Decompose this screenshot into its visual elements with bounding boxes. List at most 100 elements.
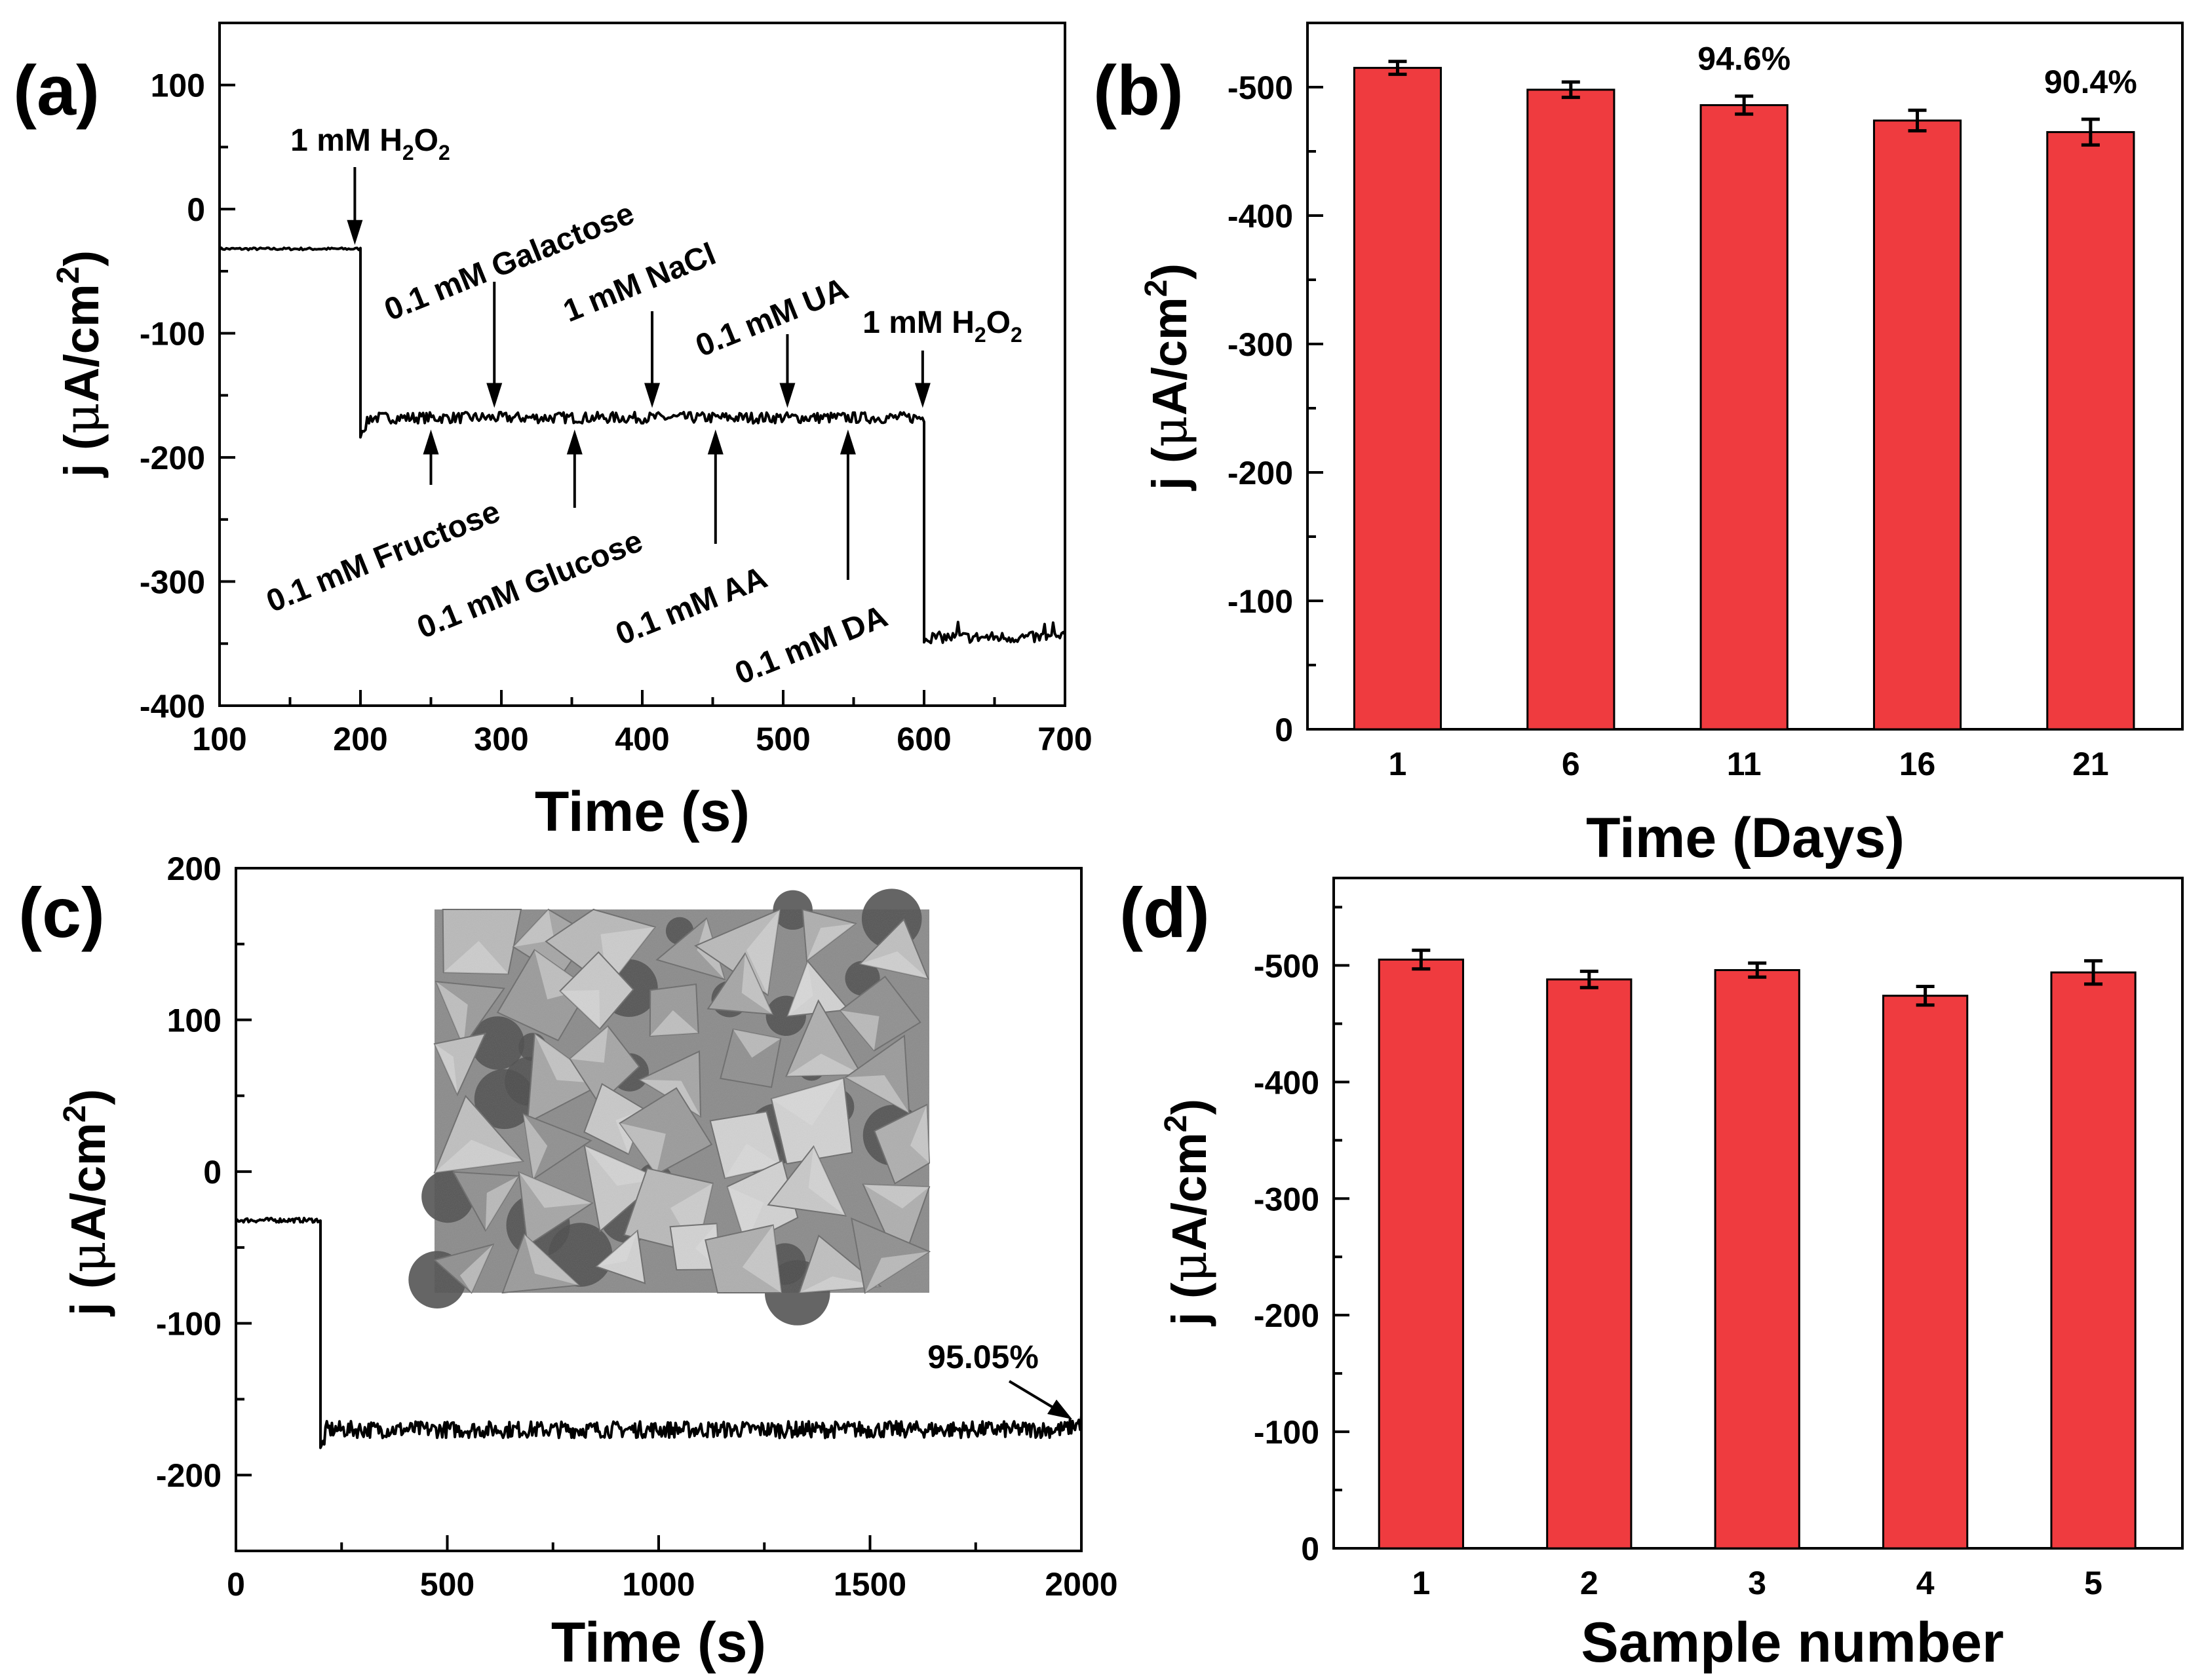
chart-b-ylabel: j (μA/cm2) (1139, 263, 1198, 491)
chart-d-bar (1378, 959, 1464, 1550)
chart-c-xtick-label: 1000 (622, 1566, 695, 1603)
chart-d-ytick-label: -100 (1254, 1414, 1319, 1451)
sem-inset-image (408, 888, 931, 1326)
chart-d-xtick-label: 5 (2084, 1565, 2102, 1601)
chart-a-ytick-label: 0 (187, 191, 205, 228)
annotation-arrow-head (779, 383, 796, 408)
chart-d-ytick-label: 0 (1301, 1531, 1319, 1567)
chart-c-end-arrow-shaft (1008, 1380, 1056, 1410)
chart-d-ytick-label: -200 (1254, 1297, 1319, 1334)
chart-b-ytick-label: -200 (1228, 455, 1293, 491)
chart-d-errorbar (2084, 959, 2103, 986)
annotation-arrow-head (707, 429, 724, 455)
chart-c-xtick-label: 2000 (1045, 1566, 1117, 1603)
chart-c-ytick-label: 100 (167, 1002, 222, 1039)
chart-b-ytick-label: -100 (1228, 583, 1293, 620)
annotation-arrow-head (914, 383, 931, 408)
chart-a-xtick-label: 500 (756, 721, 810, 757)
chart-a-ytick-label: -200 (140, 440, 205, 476)
chart-c-end-label: 95.05% (927, 1339, 1039, 1375)
chart-a-xtick-label: 700 (1037, 721, 1092, 757)
chart-c-ytick-label: -200 (156, 1457, 222, 1494)
chart-c-xtick-label: 500 (420, 1566, 474, 1603)
chart-a-xtick-label: 100 (192, 721, 246, 757)
chart-d-bars (1378, 948, 2137, 1550)
chart-c-annotations: 95.05% (927, 1339, 1072, 1419)
annotation-arrow-head (347, 220, 363, 245)
chart-b-bar (2046, 131, 2135, 731)
chart-d-bar (1714, 969, 1800, 1550)
chart-a-ytick-label: -100 (140, 316, 205, 353)
chart-a-ytick-label: -400 (140, 688, 205, 725)
panel-label-d: (d) (1119, 873, 1210, 952)
chart-a-ylabel: j (μA/cm2) (51, 250, 110, 478)
annotation-arrow-head (644, 383, 661, 408)
chart-b-ytick-label: 0 (1275, 712, 1293, 748)
chart-c-ytick-label: -100 (156, 1306, 222, 1343)
chart-d-xtick-label: 3 (1748, 1565, 1766, 1601)
chart-d-xlabel: Sample number (1581, 1611, 2003, 1674)
chart-b-bar (1872, 119, 1962, 731)
chart-d-ytick-label: -500 (1254, 947, 1319, 984)
chart-d-ytick-label: -400 (1254, 1064, 1319, 1101)
chart-c-ytick-label: 200 (167, 850, 222, 887)
chart-b-xtick-label: 1 (1389, 746, 1407, 782)
chart-b-xlabel: Time (Days) (1586, 807, 1905, 869)
chart-a-ytick-label: -300 (140, 564, 205, 601)
annotation-arrow-head (423, 429, 439, 455)
panel-label-b: (b) (1093, 50, 1184, 130)
annotation-ua: 0.1 mM UA (691, 271, 853, 364)
chart-b-ytick-label: -400 (1228, 198, 1293, 235)
chart-b-errorbar (1388, 60, 1407, 76)
chart-b-bar (1353, 67, 1442, 731)
chart-d-bar (1882, 995, 1969, 1550)
chart-a-ticks: 100 200 300 400 500 600 700 -400 -300 -200 -100 0 10… (140, 22, 1093, 757)
annotation-arrow-head (486, 383, 503, 408)
chart-d-errorbar (1916, 984, 1935, 1007)
chart-a: 100 200 300 400 500 600 700 -400 -300 -200 -100 0 10… (51, 22, 1093, 843)
annotation-arrow-head (566, 429, 583, 455)
chart-c-ticks: 0 500 1000 1500 2000 -200 -100 0 100 200 (156, 850, 1118, 1603)
chart-b-data-label: 90.4% (2044, 64, 2137, 100)
chart-d: 0 -100 -200 -300 -400 -500 1 2 3 4 5 Sample number… (1159, 877, 2184, 1674)
chart-b-errorbar (1908, 108, 1927, 133)
chart-a-xtick-label: 600 (897, 721, 951, 757)
chart-b-errorbar (1561, 80, 1580, 100)
chart-a-trace (218, 246, 1066, 645)
chart-c-ytick-label: 0 (203, 1154, 222, 1191)
chart-b-ytick-label: -300 (1228, 326, 1293, 363)
chart-d-errorbar (1579, 969, 1598, 989)
chart-b-xtick-label: 6 (1562, 746, 1580, 782)
chart-a-ytick-label: 100 (151, 67, 205, 104)
chart-c: 0 500 1000 1500 2000 -200 -100 0 100 200 95.05% T… (58, 850, 1118, 1674)
chart-b-xtick-label: 11 (1727, 746, 1762, 782)
chart-d-xtick-label: 2 (1580, 1565, 1598, 1601)
chart-c-trace (235, 1216, 1083, 1449)
chart-d-ytick-label: -300 (1254, 1181, 1319, 1217)
chart-d-xtick-label: 4 (1916, 1565, 1935, 1601)
sem-inset-noise (435, 909, 929, 1293)
chart-c-ylabel: j (μA/cm2) (58, 1089, 117, 1317)
chart-c-end-arrow-head (1047, 1400, 1072, 1419)
chart-a-xtick-label: 300 (474, 721, 528, 757)
chart-b-bar (1526, 88, 1616, 731)
chart-d-errorbar (1412, 948, 1431, 971)
chart-b-errorbar (1735, 94, 1754, 116)
chart-c-xtick-label: 0 (227, 1566, 245, 1603)
chart-b-data-label: 94.6% (1697, 41, 1790, 77)
chart-a-xtick-label: 400 (615, 721, 669, 757)
chart-b-errorbar (2081, 117, 2100, 147)
chart-b-xtick-label: 21 (2072, 746, 2109, 782)
chart-c-xlabel: Time (s) (551, 1611, 766, 1674)
annotation-aa: 0.1 mM AA (611, 560, 772, 652)
chart-d-ticks: 0 -100 -200 -300 -400 -500 1 2 3 4 5 (1254, 906, 2102, 1601)
chart-d-xtick-label: 1 (1412, 1565, 1430, 1601)
annotation-da: 0.1 mM DA (730, 599, 892, 691)
chart-d-bar (1546, 978, 1633, 1550)
annotation-arrow-head (840, 429, 856, 455)
chart-a-xlabel: Time (s) (535, 780, 750, 843)
